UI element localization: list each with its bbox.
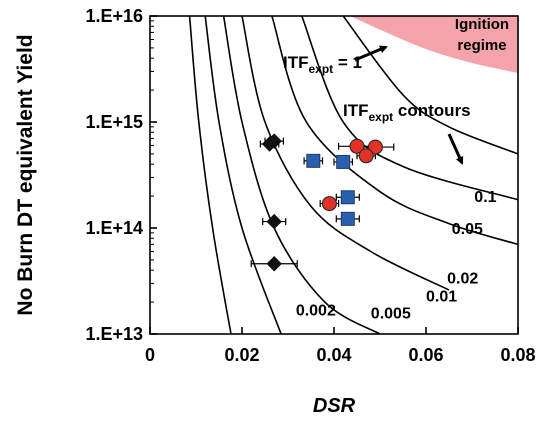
itf-contours-arrow xyxy=(447,133,464,165)
ignition-label-line2: regime xyxy=(457,37,506,54)
data-point-square xyxy=(340,190,355,205)
data-point-square xyxy=(336,154,351,169)
markers-layer xyxy=(261,133,383,272)
x-tick-label: 0.06 xyxy=(408,345,443,365)
itf-one-annotation: ITFexpt = 1 xyxy=(283,53,362,76)
data-point-square xyxy=(340,211,355,226)
ignition-layer xyxy=(350,16,518,73)
contour-label-0-01: 0.01 xyxy=(426,289,457,306)
data-point-square xyxy=(306,153,321,168)
x-tick-label: 0.02 xyxy=(224,345,259,365)
contour-line-itf-1 xyxy=(342,16,518,155)
contour-label-0-05: 0.05 xyxy=(452,221,483,238)
contour-line-0-05 xyxy=(271,16,518,246)
plot-area xyxy=(149,15,519,335)
data-point-diamond xyxy=(266,213,282,230)
contour-line-0-002 xyxy=(188,16,232,334)
data-point-diamond xyxy=(266,256,282,272)
contour-label-0-005: 0.005 xyxy=(371,305,411,322)
data-point-circle xyxy=(349,138,365,154)
x-axis-title: DSR xyxy=(313,395,356,417)
itf-contours-annotation: ITFexpt contours xyxy=(343,101,471,124)
y-axis-title: No Burn DT equivalent Yield xyxy=(14,34,37,315)
y-tick-label: 1.E+16 xyxy=(85,6,143,26)
contour-label-0-002: 0.002 xyxy=(296,303,336,320)
contour-line-0-02 xyxy=(241,16,450,291)
ignition-region xyxy=(350,16,518,73)
y-tick-label: 1.E+15 xyxy=(85,112,143,132)
contour-label-0-1: 0.1 xyxy=(474,189,496,206)
x-tick-label: 0.08 xyxy=(500,345,535,365)
y-tick-label: 1.E+14 xyxy=(85,218,143,238)
y-tick-label: 1.E+13 xyxy=(85,324,143,344)
contour-label-0-02: 0.02 xyxy=(447,271,478,288)
contour-line-0-005 xyxy=(204,16,282,334)
y-axis-ticks: 1.E+13 1.E+14 1.E+15 1.E+16 xyxy=(85,6,157,344)
x-tick-label: 0.04 xyxy=(316,345,351,365)
x-axis-ticks: 0 0.02 0.04 0.06 0.08 xyxy=(145,327,536,365)
data-point-circle xyxy=(367,139,383,155)
data-point-circle xyxy=(321,196,337,212)
contour-labels: 0.1 0.05 0.020.01 0.005 0.002 xyxy=(296,189,497,322)
data-point-circle xyxy=(358,148,374,164)
itf-one-arrow xyxy=(354,45,388,62)
contours-layer xyxy=(188,16,518,334)
x-tick-label: 0 xyxy=(145,345,155,365)
data-point-diamond xyxy=(266,133,282,149)
ignition-label-line1: Ignition xyxy=(455,16,509,33)
